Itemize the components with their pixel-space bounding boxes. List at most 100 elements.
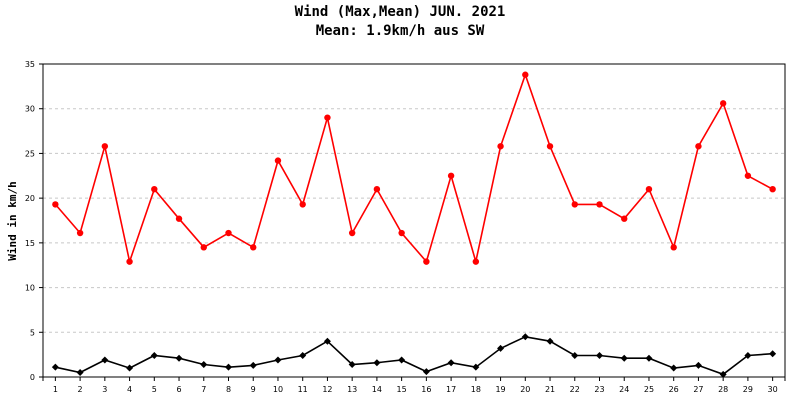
y-tick-label: 10 bbox=[25, 284, 35, 293]
data-point bbox=[274, 356, 282, 364]
data-point bbox=[324, 114, 331, 121]
x-tick-label: 12 bbox=[322, 385, 332, 394]
data-point bbox=[373, 186, 381, 193]
data-point bbox=[447, 359, 455, 367]
data-point bbox=[348, 229, 356, 237]
data-point bbox=[348, 360, 356, 368]
y-tick-label: 20 bbox=[25, 194, 35, 203]
data-point bbox=[200, 244, 207, 251]
y-tick-label: 15 bbox=[25, 239, 35, 248]
data-point bbox=[200, 360, 208, 368]
data-point bbox=[250, 244, 257, 251]
data-point bbox=[422, 368, 430, 376]
data-point bbox=[274, 157, 282, 164]
data-point bbox=[596, 201, 603, 208]
y-tick-label: 5 bbox=[30, 328, 35, 337]
data-point bbox=[620, 354, 628, 362]
data-point bbox=[373, 359, 381, 367]
x-tick-label: 7 bbox=[201, 385, 206, 394]
x-tick-label: 3 bbox=[102, 385, 107, 394]
data-point bbox=[150, 352, 158, 360]
x-tick-label: 28 bbox=[718, 385, 728, 394]
y-axis-title: Wind in km/h bbox=[6, 181, 19, 260]
data-point bbox=[596, 352, 603, 360]
data-point bbox=[645, 186, 653, 193]
x-tick-label: 22 bbox=[570, 385, 580, 394]
x-tick-label: 15 bbox=[397, 385, 407, 394]
data-point bbox=[719, 100, 727, 107]
data-point bbox=[769, 186, 776, 193]
data-point bbox=[571, 201, 578, 208]
data-point bbox=[225, 363, 232, 371]
data-point bbox=[101, 356, 109, 364]
data-point bbox=[621, 215, 628, 222]
data-point bbox=[151, 186, 158, 193]
data-point bbox=[76, 369, 84, 377]
data-point bbox=[76, 229, 84, 237]
data-point bbox=[447, 172, 455, 179]
x-tick-label: 19 bbox=[495, 385, 505, 394]
grid-lines bbox=[43, 63, 785, 333]
chart-subtitle: Mean: 1.9km/h aus SW bbox=[315, 23, 485, 39]
data-point bbox=[126, 258, 133, 265]
data-point bbox=[670, 244, 677, 251]
chart-title: Wind (Max,Mean) JUN. 2021 bbox=[294, 4, 506, 20]
data-point bbox=[571, 352, 579, 360]
x-tick-label: 2 bbox=[78, 385, 83, 394]
x-tick-label: 11 bbox=[298, 385, 308, 394]
data-point bbox=[769, 350, 777, 358]
x-tick-label: 25 bbox=[644, 385, 654, 394]
x-tick-label: 27 bbox=[693, 385, 703, 394]
data-point bbox=[670, 364, 678, 372]
data-point bbox=[472, 363, 480, 371]
y-tick-label: 35 bbox=[25, 60, 35, 69]
series-line bbox=[54, 72, 773, 265]
x-tick-label: 13 bbox=[347, 385, 357, 394]
data-point bbox=[299, 352, 307, 360]
x-tick-label: 18 bbox=[471, 385, 481, 394]
data-point bbox=[423, 258, 430, 265]
data-point bbox=[126, 364, 134, 372]
series-layer bbox=[51, 71, 777, 378]
data-point bbox=[521, 333, 529, 341]
data-point bbox=[175, 215, 183, 222]
x-tick-label: 1 bbox=[53, 385, 58, 394]
data-point bbox=[744, 352, 752, 360]
data-point bbox=[249, 361, 257, 369]
x-tick-label: 16 bbox=[421, 385, 431, 394]
data-point bbox=[323, 337, 331, 345]
data-point bbox=[497, 143, 504, 150]
x-tick-label: 4 bbox=[127, 385, 132, 394]
data-point bbox=[497, 344, 505, 352]
data-point bbox=[522, 71, 529, 78]
data-point bbox=[472, 258, 480, 265]
x-tick-label: 10 bbox=[273, 385, 283, 394]
data-point bbox=[101, 143, 109, 150]
data-point bbox=[719, 370, 727, 378]
y-tick-label: 0 bbox=[30, 373, 35, 382]
x-tick-label: 30 bbox=[768, 385, 778, 394]
x-tick-label: 8 bbox=[226, 385, 231, 394]
x-tick-label: 14 bbox=[372, 385, 382, 394]
y-tick-label: 25 bbox=[25, 149, 35, 158]
x-tick-label: 23 bbox=[594, 385, 604, 394]
data-point bbox=[51, 363, 59, 371]
plot-frame bbox=[42, 63, 786, 378]
data-point bbox=[175, 354, 183, 362]
x-tick-label: 21 bbox=[545, 385, 555, 394]
data-point bbox=[695, 143, 702, 150]
data-point bbox=[398, 229, 405, 237]
data-point bbox=[299, 201, 306, 208]
y-tick-label: 30 bbox=[25, 105, 35, 114]
data-point bbox=[52, 201, 59, 208]
series-line bbox=[55, 335, 773, 376]
data-point bbox=[546, 143, 554, 150]
x-tick-label: 24 bbox=[619, 385, 629, 394]
x-tick-label: 6 bbox=[176, 385, 181, 394]
x-tick-label: 5 bbox=[152, 385, 157, 394]
data-point bbox=[645, 354, 653, 362]
data-point bbox=[225, 229, 232, 237]
x-tick-label: 17 bbox=[446, 385, 456, 394]
